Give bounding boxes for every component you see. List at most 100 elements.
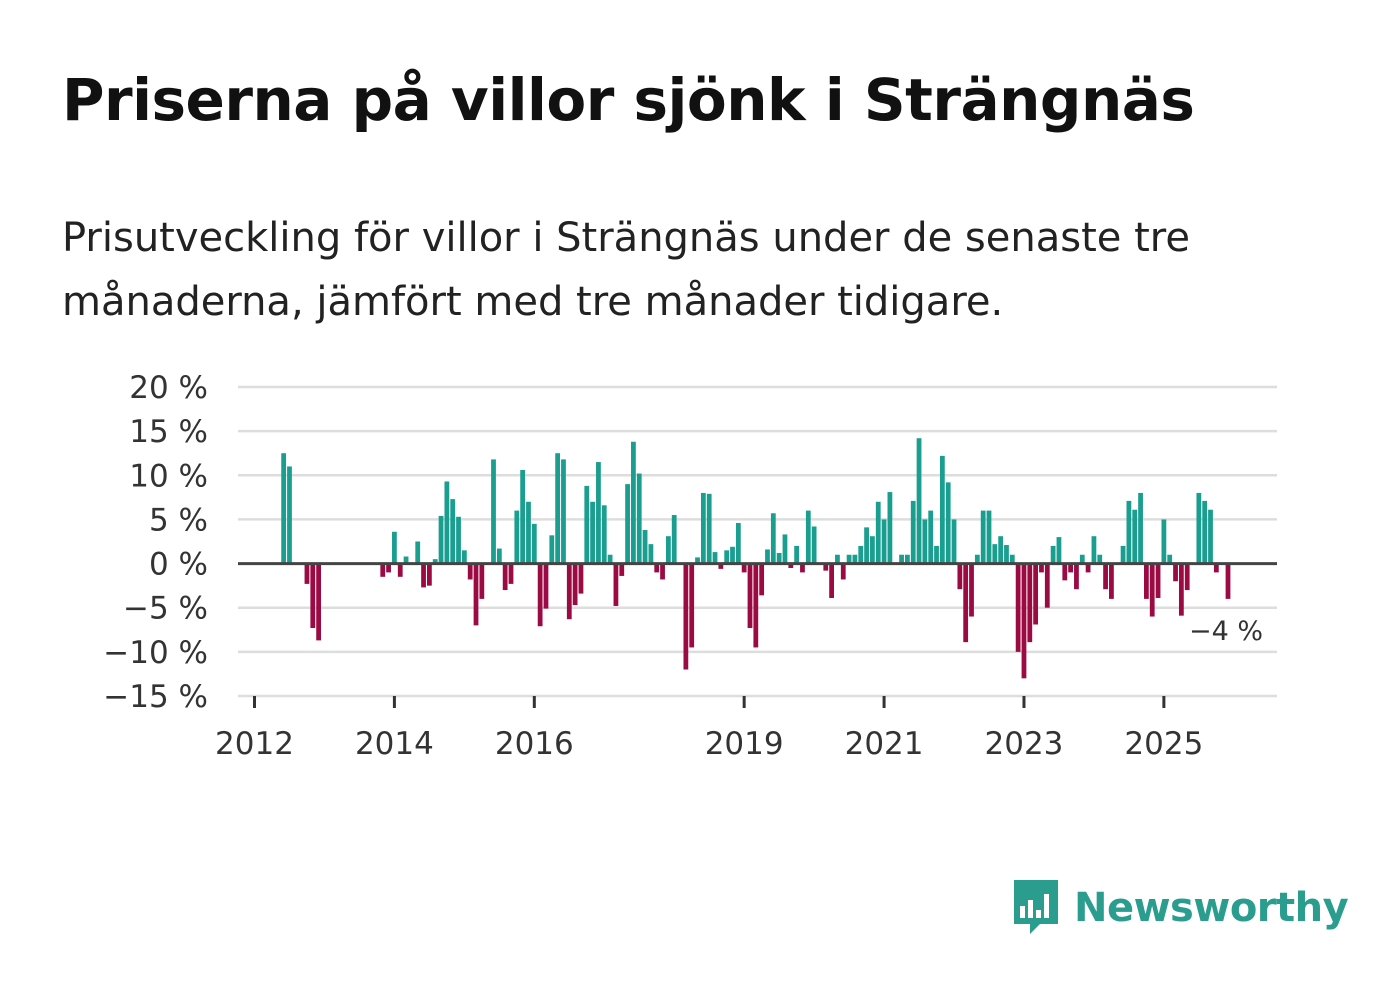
bar [747, 563, 753, 629]
bar [596, 462, 601, 564]
bar [508, 563, 514, 584]
bar [1149, 563, 1155, 617]
bar [496, 548, 502, 564]
bar [916, 438, 922, 564]
bar [426, 563, 432, 586]
bar [1184, 563, 1190, 591]
bar [870, 536, 875, 564]
bar [992, 544, 998, 564]
bar [724, 550, 730, 564]
newsworthy-logo[interactable]: Newsworthy [1010, 876, 1349, 940]
bar [922, 519, 928, 564]
bar [782, 534, 788, 564]
bar [281, 453, 287, 564]
bar [613, 563, 619, 606]
y-tick-label: 20 % [129, 370, 208, 406]
bar [1056, 537, 1062, 564]
bar [794, 545, 800, 564]
bar [520, 469, 526, 564]
bar [864, 527, 869, 564]
bar [980, 510, 986, 564]
y-tick-label: −15 % [103, 679, 208, 715]
bar [759, 563, 765, 596]
bar [561, 459, 566, 564]
bar [1074, 563, 1079, 590]
bar [572, 563, 578, 606]
bar [502, 563, 508, 591]
bar [403, 556, 409, 564]
bar [450, 499, 456, 564]
bar [467, 563, 473, 580]
bar [805, 510, 811, 564]
bar [537, 563, 543, 627]
bar [846, 554, 852, 564]
bar [770, 513, 776, 564]
bar [1167, 554, 1173, 564]
bar [706, 493, 712, 564]
bar [665, 536, 671, 564]
bar [660, 563, 665, 580]
x-tick-label: 2023 [985, 726, 1064, 762]
bar [531, 523, 537, 564]
bar [765, 549, 770, 564]
bar [905, 554, 910, 564]
bar [619, 563, 625, 576]
bar [310, 563, 316, 629]
bar [1050, 545, 1056, 564]
bar [607, 554, 613, 564]
bar [718, 563, 724, 569]
bar [1015, 563, 1021, 652]
bar [730, 546, 735, 564]
x-tick-label: 2012 [215, 726, 294, 762]
brand-name: Newsworthy [1074, 885, 1349, 931]
bar [1155, 563, 1161, 598]
bar [957, 563, 963, 590]
bar [1097, 554, 1103, 564]
bar [969, 563, 974, 617]
x-tick-label: 2019 [705, 726, 784, 762]
bar [998, 536, 1004, 564]
y-tick-label: 0 % [149, 547, 208, 583]
bar [829, 563, 834, 598]
bar [625, 484, 630, 564]
bar [578, 563, 584, 594]
bar [986, 510, 992, 564]
bar [1208, 509, 1213, 564]
bar [1144, 563, 1149, 599]
bar [1033, 563, 1039, 625]
bar [753, 563, 759, 648]
bar [636, 473, 642, 564]
bar [1138, 492, 1143, 564]
bar [700, 492, 706, 564]
bar [456, 516, 461, 564]
bar [526, 501, 531, 564]
bar [549, 535, 555, 564]
bar [788, 563, 794, 568]
bar [1004, 545, 1009, 564]
bar [648, 544, 654, 564]
bar [1126, 500, 1132, 564]
bar [683, 563, 689, 670]
last-value-label: −4 % [1189, 616, 1263, 647]
bar [899, 554, 904, 564]
bar [928, 510, 934, 564]
bar [1173, 563, 1178, 582]
bar [631, 441, 636, 564]
bar [601, 505, 607, 564]
bar [461, 550, 467, 564]
bar [887, 492, 893, 564]
bar [1009, 554, 1015, 564]
bar [671, 515, 677, 564]
bar [654, 563, 660, 573]
bar [858, 545, 864, 564]
x-tick-label: 2014 [355, 726, 434, 762]
y-tick-label: −5 % [123, 591, 208, 627]
bar [590, 501, 595, 564]
labels: 20 % 15 % 10 % 5 % 0 % −5 % −10 % −15 %2012 2014… [103, 370, 1263, 762]
bar [432, 559, 438, 564]
bar [963, 563, 969, 643]
bar [974, 554, 980, 564]
bar [1132, 509, 1138, 564]
x-tick-label: 2016 [495, 726, 574, 762]
chart-bubble-icon [1014, 880, 1058, 934]
